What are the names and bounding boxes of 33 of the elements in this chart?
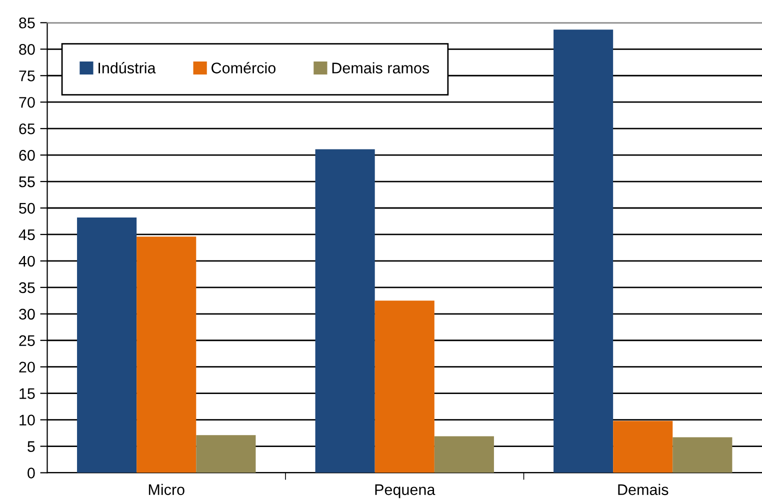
y-tick-label: 55 — [19, 176, 35, 188]
y-tick-label: 50 — [19, 202, 35, 214]
x-tick-label: Micro — [148, 484, 184, 496]
y-tick-label: 75 — [19, 70, 35, 82]
bar — [613, 420, 673, 473]
y-tick-label: 85 — [19, 18, 35, 28]
bar — [315, 149, 375, 473]
bar — [136, 236, 196, 473]
bar — [196, 435, 256, 473]
y-tick-label: 60 — [19, 150, 35, 161]
x-tick-label: Demais — [618, 484, 668, 496]
y-tick-label: 25 — [19, 335, 35, 346]
y-tick-label: 30 — [19, 308, 35, 320]
bar — [672, 437, 732, 473]
legend-label: Indústria — [98, 62, 156, 74]
y-tick-label: 10 — [20, 414, 35, 426]
y-tick-label: 40 — [18, 256, 35, 267]
y-tick-label: 35 — [19, 282, 35, 294]
y-tick-label: 5 — [28, 441, 35, 452]
y-tick-label: 65 — [19, 123, 35, 134]
y-tick-label: 20 — [19, 362, 35, 373]
y-tick-label: 70 — [19, 96, 35, 108]
bar — [434, 436, 494, 473]
y-tick-label: 80 — [19, 44, 35, 55]
bar — [374, 300, 434, 473]
bar — [554, 30, 614, 473]
y-tick-label: 15 — [20, 388, 35, 400]
legend-label: Demais ramos — [332, 62, 430, 74]
bar — [77, 218, 137, 473]
y-tick-label: 0 — [28, 468, 35, 478]
x-tick-label: Pequena — [375, 484, 436, 498]
legend-label: Comércio — [212, 62, 276, 74]
y-tick-label: 45 — [18, 230, 35, 240]
